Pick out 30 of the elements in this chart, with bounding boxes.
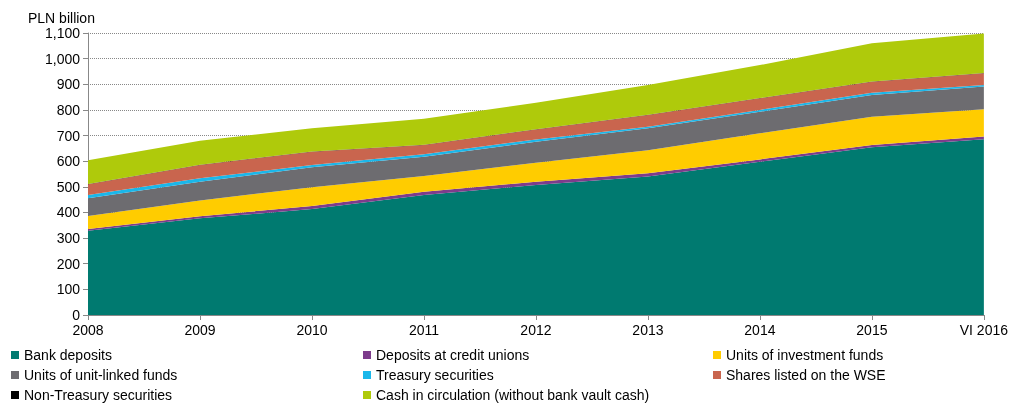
legend-label: Units of investment funds (726, 347, 884, 363)
legend-label: Cash in circulation (without bank vault cash) (376, 387, 650, 403)
legend-label: Shares listed on the WSE (726, 367, 886, 383)
x-tick-label: 2015 (856, 322, 888, 338)
legend-label: Deposits at credit unions (376, 347, 530, 363)
legend-label: Units of unit-linked funds (24, 367, 178, 383)
y-tick-label: 800 (56, 101, 81, 118)
y-tick-label: 500 (56, 178, 81, 195)
legend-label: Non-Treasury securities (24, 387, 173, 403)
y-tick-label: 300 (56, 230, 81, 247)
x-tick-label: 2012 (520, 322, 552, 338)
x-tick-label: 2009 (184, 322, 216, 338)
y-tick-label: 900 (56, 76, 81, 93)
x-tick-label: 2008 (72, 322, 104, 338)
y-tick-label: 1,000 (44, 50, 81, 67)
y-tick-label: 1,100 (44, 25, 81, 41)
y-tick-label: 400 (56, 204, 81, 221)
legend-label: Treasury securities (376, 367, 494, 383)
x-tick-label: 2014 (744, 322, 776, 338)
y-axis-title: PLN billion (28, 10, 95, 26)
x-tick-label: 2013 (632, 322, 664, 338)
x-tick-label: 2011 (408, 322, 440, 338)
legend-label: Bank deposits (24, 347, 112, 363)
y-tick-label: 200 (56, 255, 81, 272)
x-tick-label: VI 2016 (959, 322, 1009, 338)
y-tick-label: 600 (56, 153, 81, 170)
y-tick-label: 0 (72, 307, 81, 323)
y-tick-label: 100 (56, 281, 81, 298)
y-tick-label: 700 (56, 127, 81, 144)
x-tick-label: 2010 (296, 322, 328, 338)
